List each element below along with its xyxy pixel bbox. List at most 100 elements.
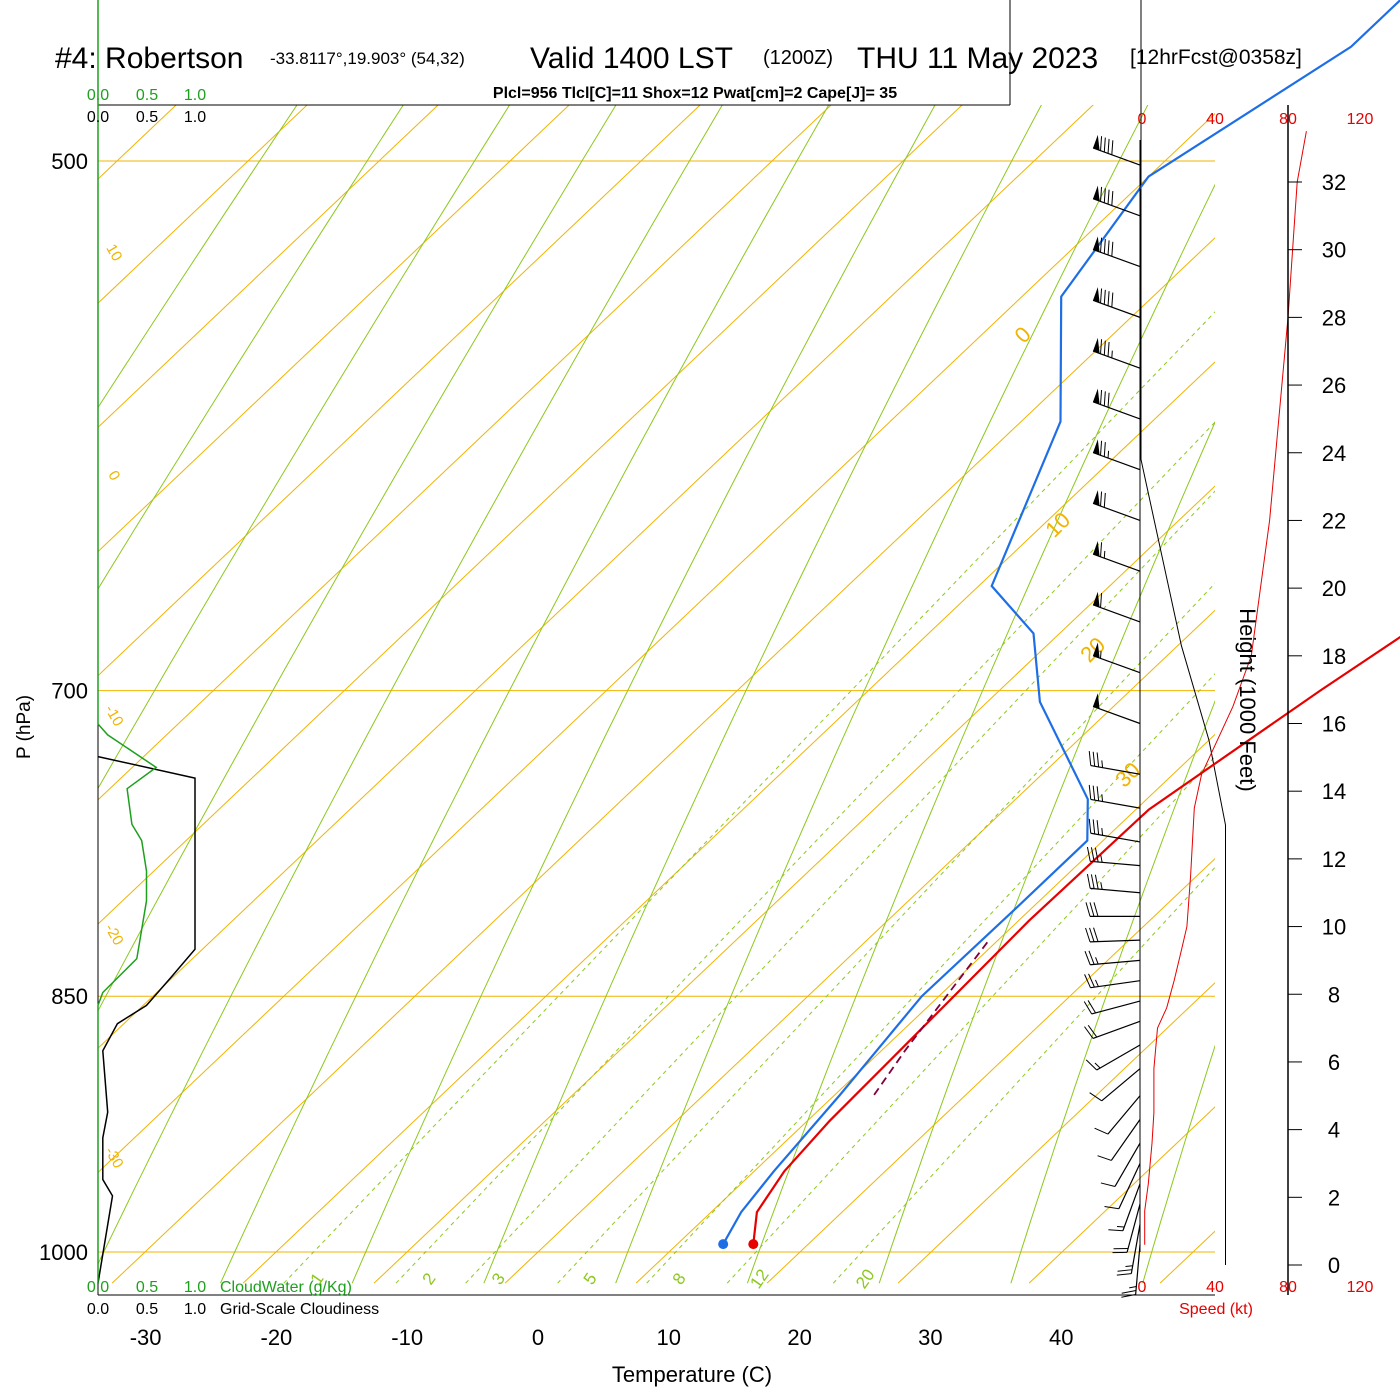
temperature-tick-label: 20: [787, 1325, 811, 1350]
cloud-water-tick-top: 0.5: [136, 87, 158, 104]
speed-tick-label-bottom: 80: [1279, 1279, 1297, 1296]
cloudiness-curve: [97, 755, 196, 1284]
wind-barb-full: [1107, 341, 1110, 357]
wind-barb-full: [1092, 751, 1096, 767]
cloud-water-tick-top: 0.0: [87, 87, 109, 104]
wind-barb-full: [1111, 292, 1114, 308]
wind-barb-full: [1100, 339, 1103, 354]
wind-barb-full: [1088, 751, 1092, 766]
wind-barb: [1092, 337, 1141, 369]
parcel-curve: [873, 939, 991, 1096]
dry-adiabat-line: [98, 105, 298, 409]
wind-barb-half: [1111, 350, 1113, 358]
speed-tick-label-top: 0: [1138, 111, 1147, 128]
isotherm-label: 20: [1075, 632, 1110, 667]
wind-barb-full: [1088, 973, 1095, 988]
wind-barb-full: [1111, 241, 1114, 257]
wind-barb-full: [1103, 289, 1106, 305]
y-axis-title: P (hPa): [14, 695, 35, 759]
height-tick-label: 28: [1322, 305, 1346, 330]
wind-barb-full: [1090, 847, 1095, 862]
wind-barb-full: [1094, 847, 1099, 863]
dry-adiabat-line: [98, 105, 511, 790]
height-tick-label: 2: [1328, 1185, 1340, 1210]
wind-barb: [1116, 1224, 1141, 1276]
isotherm-line: [98, 112, 1215, 1174]
wind-barb: [1085, 1044, 1141, 1071]
wind-barb-full: [1100, 1182, 1116, 1187]
height-tick-label: 16: [1322, 712, 1346, 737]
wind-barb-full: [1096, 786, 1100, 801]
wind-barb-staff: [1126, 1203, 1141, 1253]
wind-barb-full: [1103, 340, 1106, 356]
cloudiness-tick-top: 1.0: [184, 109, 206, 126]
cloudiness-label: Grid-Scale Cloudiness: [220, 1301, 379, 1318]
background-lines: 1 2 3 5 8 12 20: [98, 105, 1215, 1292]
height-tick-label: 8: [1328, 982, 1340, 1007]
isotherm-label: 10: [1040, 507, 1075, 542]
temperature-tick-label: 10: [657, 1325, 681, 1350]
indices-line: Plcl=956 Tlcl[C]=11 Shox=12 Pwat[cm]=2 C…: [493, 85, 897, 102]
valid-time: Valid 1400 LST: [530, 42, 733, 75]
dry-adiabat-line: [351, 105, 936, 1284]
wind-barb-staff: [1091, 1000, 1141, 1015]
wind-barb-staff: [1090, 832, 1141, 843]
wind-barb: [1084, 950, 1141, 966]
height-tick-label: 0: [1328, 1253, 1340, 1278]
cloud-water-label: CloudWater (g/Kg): [220, 1279, 352, 1296]
wind-barb: [1083, 1000, 1141, 1015]
dry-adiabat-line: [220, 105, 830, 1284]
wind-barb-full: [1086, 873, 1091, 889]
wind-barb-staff: [1096, 1044, 1141, 1071]
dry-adiabat-line: [746, 183, 1215, 1284]
speed-tick-label-bottom: 0: [1138, 1279, 1147, 1296]
height-tick-label: 32: [1322, 170, 1346, 195]
wind-barb-full: [1103, 239, 1106, 254]
wind-barb: [1086, 846, 1141, 867]
wind-barb-full: [1085, 927, 1091, 942]
wind-barb-full: [1085, 1059, 1098, 1071]
wind-barb-full: [1103, 188, 1106, 203]
wind-barb-staff: [1092, 147, 1141, 166]
wind-barb-full: [1100, 542, 1103, 557]
cloudiness-tick-top: 0.0: [87, 109, 109, 126]
wind-barb-staff: [1114, 1142, 1141, 1187]
speed-tick-label-top: 120: [1347, 111, 1374, 128]
wind-barb-staff: [1090, 980, 1141, 989]
wind-barb: [1089, 1068, 1141, 1102]
mixing-ratio-label: 20: [852, 1266, 878, 1292]
temperature-tick-label: 0: [532, 1325, 544, 1350]
isotherm-line: [1159, 1230, 1215, 1284]
isotherm-line: [98, 105, 1094, 1049]
wind-barb: [1092, 693, 1141, 725]
wind-barb-half: [1129, 1286, 1137, 1289]
wind-barb-full: [1097, 1155, 1112, 1161]
isotherm-line: [373, 485, 1215, 1284]
height-axis-title: Height (1000 Feet): [1235, 608, 1260, 791]
dry-adiabat-line: [483, 105, 1042, 1284]
wind-barb-staff: [1090, 764, 1141, 775]
wind-barb-full: [1100, 136, 1103, 151]
wind-barb-staff: [1107, 1095, 1141, 1135]
mixing-ratio-line: [726, 755, 1215, 1284]
cloud-water-curve: [97, 0, 158, 1284]
wind-barb-full: [1107, 392, 1110, 408]
wind-barb: [1097, 1119, 1141, 1161]
mixing-ratio-label: 2: [419, 1270, 440, 1289]
terrain-line: [1140, 0, 1226, 1265]
wind-barb-full: [1103, 492, 1106, 508]
isotherm-line: [504, 609, 1215, 1284]
mixing-ratio-line: [395, 421, 1215, 1284]
wind-barb-full: [1104, 1205, 1119, 1210]
height-tick-label: 10: [1322, 915, 1346, 940]
wind-barb: [1092, 439, 1141, 471]
wind-barb-full: [1107, 240, 1110, 256]
wind-barb-full: [1083, 1001, 1093, 1015]
wind-barb-half: [1095, 957, 1099, 965]
wind-barb-full: [1108, 1229, 1123, 1232]
wind-barb: [1086, 873, 1141, 894]
wind-barb: [1084, 1020, 1141, 1039]
wind-barb-full: [1085, 902, 1091, 917]
height-tick-label: 24: [1322, 441, 1346, 466]
wind-barb-half: [1100, 651, 1102, 659]
